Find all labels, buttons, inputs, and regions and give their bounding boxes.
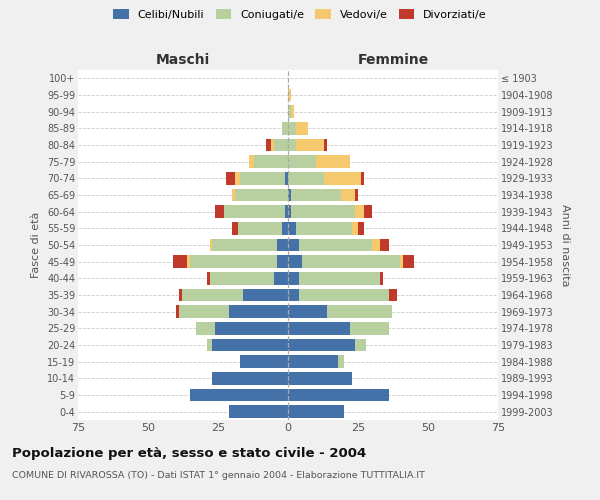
Bar [274,138,288,151]
Bar [209,239,212,251]
Bar [288,372,352,384]
Bar [238,222,283,234]
Bar [296,122,308,134]
Bar [226,172,235,184]
Bar [207,272,209,284]
Bar [361,172,364,184]
Bar [296,138,325,151]
Bar [380,239,389,251]
Bar [241,172,285,184]
Bar [274,272,288,284]
Y-axis label: Fasce di età: Fasce di età [31,212,41,278]
Bar [285,206,288,218]
Bar [224,206,285,218]
Bar [179,289,182,301]
Bar [288,222,296,234]
Bar [355,206,364,218]
Bar [288,188,291,201]
Bar [288,339,355,351]
Bar [288,256,302,268]
Bar [212,239,277,251]
Bar [327,306,392,318]
Bar [232,222,238,234]
Bar [316,156,350,168]
Bar [288,156,316,168]
Bar [182,289,243,301]
Bar [283,122,288,134]
Bar [235,188,288,201]
Bar [364,206,372,218]
Bar [235,172,241,184]
Bar [325,172,361,184]
Bar [299,239,372,251]
Bar [277,239,288,251]
Bar [271,138,274,151]
Bar [400,256,403,268]
Text: Popolazione per età, sesso e stato civile - 2004: Popolazione per età, sesso e stato civil… [12,448,366,460]
Bar [190,256,277,268]
Bar [288,306,327,318]
Bar [299,289,389,301]
Bar [291,206,355,218]
Bar [288,239,299,251]
Bar [355,188,358,201]
Bar [266,138,271,151]
Bar [302,256,400,268]
Bar [212,339,288,351]
Bar [299,272,380,284]
Bar [291,188,341,201]
Bar [325,138,327,151]
Bar [341,188,355,201]
Bar [285,172,288,184]
Bar [358,222,364,234]
Bar [229,406,288,418]
Bar [283,222,288,234]
Bar [190,389,288,401]
Bar [243,289,288,301]
Bar [380,272,383,284]
Bar [212,372,288,384]
Bar [288,406,344,418]
Bar [215,322,288,334]
Bar [288,206,291,218]
Bar [288,89,291,101]
Bar [338,356,344,368]
Bar [209,272,274,284]
Bar [389,289,397,301]
Bar [187,256,190,268]
Bar [232,188,235,201]
Bar [352,222,358,234]
Bar [372,239,380,251]
Bar [196,322,215,334]
Bar [249,156,254,168]
Bar [288,322,350,334]
Bar [288,138,296,151]
Bar [254,156,288,168]
Bar [288,272,299,284]
Bar [288,389,389,401]
Bar [215,206,224,218]
Bar [403,256,414,268]
Text: Maschi: Maschi [156,54,210,68]
Bar [350,322,389,334]
Bar [288,106,291,118]
Bar [288,172,325,184]
Bar [229,306,288,318]
Legend: Celibi/Nubili, Coniugati/e, Vedovi/e, Divorziati/e: Celibi/Nubili, Coniugati/e, Vedovi/e, Di… [110,6,490,23]
Bar [288,289,299,301]
Bar [173,256,187,268]
Y-axis label: Anni di nascita: Anni di nascita [560,204,570,286]
Bar [179,306,229,318]
Bar [291,106,293,118]
Bar [241,356,288,368]
Text: Femmine: Femmine [358,54,428,68]
Bar [355,339,367,351]
Bar [288,356,338,368]
Bar [288,122,296,134]
Text: COMUNE DI RIVAROSSA (TO) - Dati ISTAT 1° gennaio 2004 - Elaborazione TUTTITALIA.: COMUNE DI RIVAROSSA (TO) - Dati ISTAT 1°… [12,471,425,480]
Bar [277,256,288,268]
Bar [207,339,212,351]
Bar [296,222,352,234]
Bar [176,306,179,318]
